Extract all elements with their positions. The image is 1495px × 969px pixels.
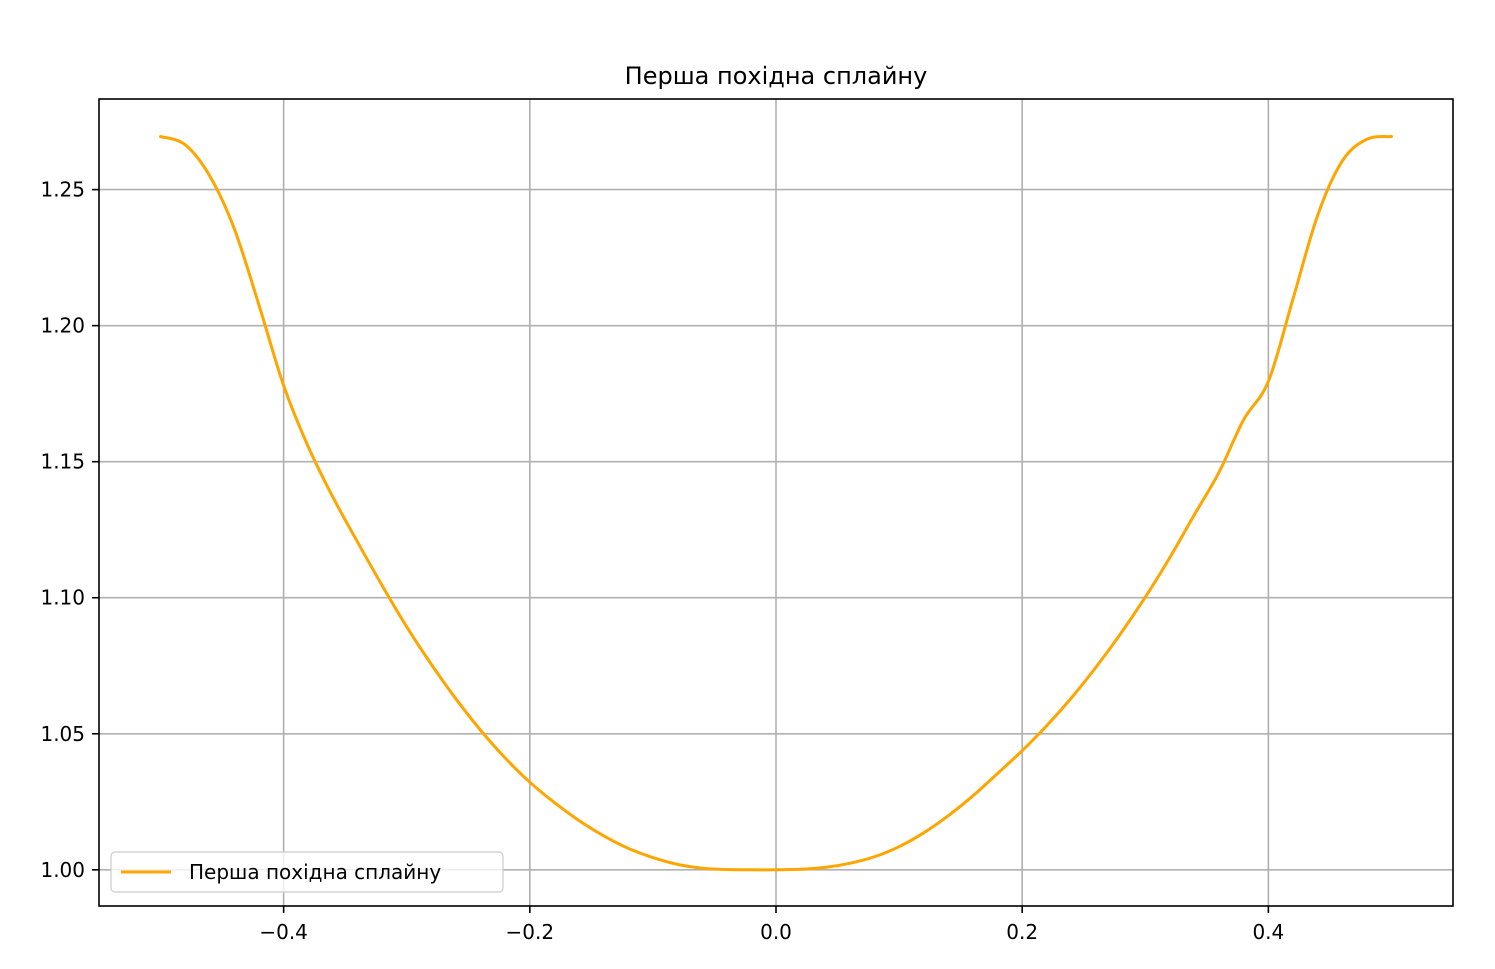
- x-tick-label: −0.4: [259, 920, 308, 944]
- ticks-layer: −0.4 −0.2 0.0 0.2 0.4 1.00 1.05 1.10 1.15 1.20 1.2…: [40, 178, 1284, 944]
- x-tick-label: 0.4: [1252, 920, 1284, 944]
- series-line-0: [159, 135, 1393, 872]
- chart-title: Перша похідна сплайну: [625, 62, 928, 90]
- y-tick-label: 1.15: [40, 450, 85, 474]
- y-tick-label: 1.20: [40, 314, 85, 338]
- y-tick-label: 1.10: [40, 586, 85, 610]
- legend: Перша похідна сплайну: [110, 851, 504, 893]
- x-tick-label: −0.2: [506, 920, 555, 944]
- legend-box: [110, 851, 504, 893]
- plot-area-frame: [98, 98, 1454, 907]
- series-layer: [159, 135, 1393, 872]
- y-tick-label: 1.05: [40, 722, 85, 746]
- y-tick-label: 1.00: [40, 858, 85, 882]
- legend-label: Перша похідна сплайну: [189, 860, 441, 884]
- x-tick-label: 0.2: [1006, 920, 1038, 944]
- x-tick-label: 0.0: [760, 920, 792, 944]
- y-tick-label: 1.25: [40, 178, 85, 202]
